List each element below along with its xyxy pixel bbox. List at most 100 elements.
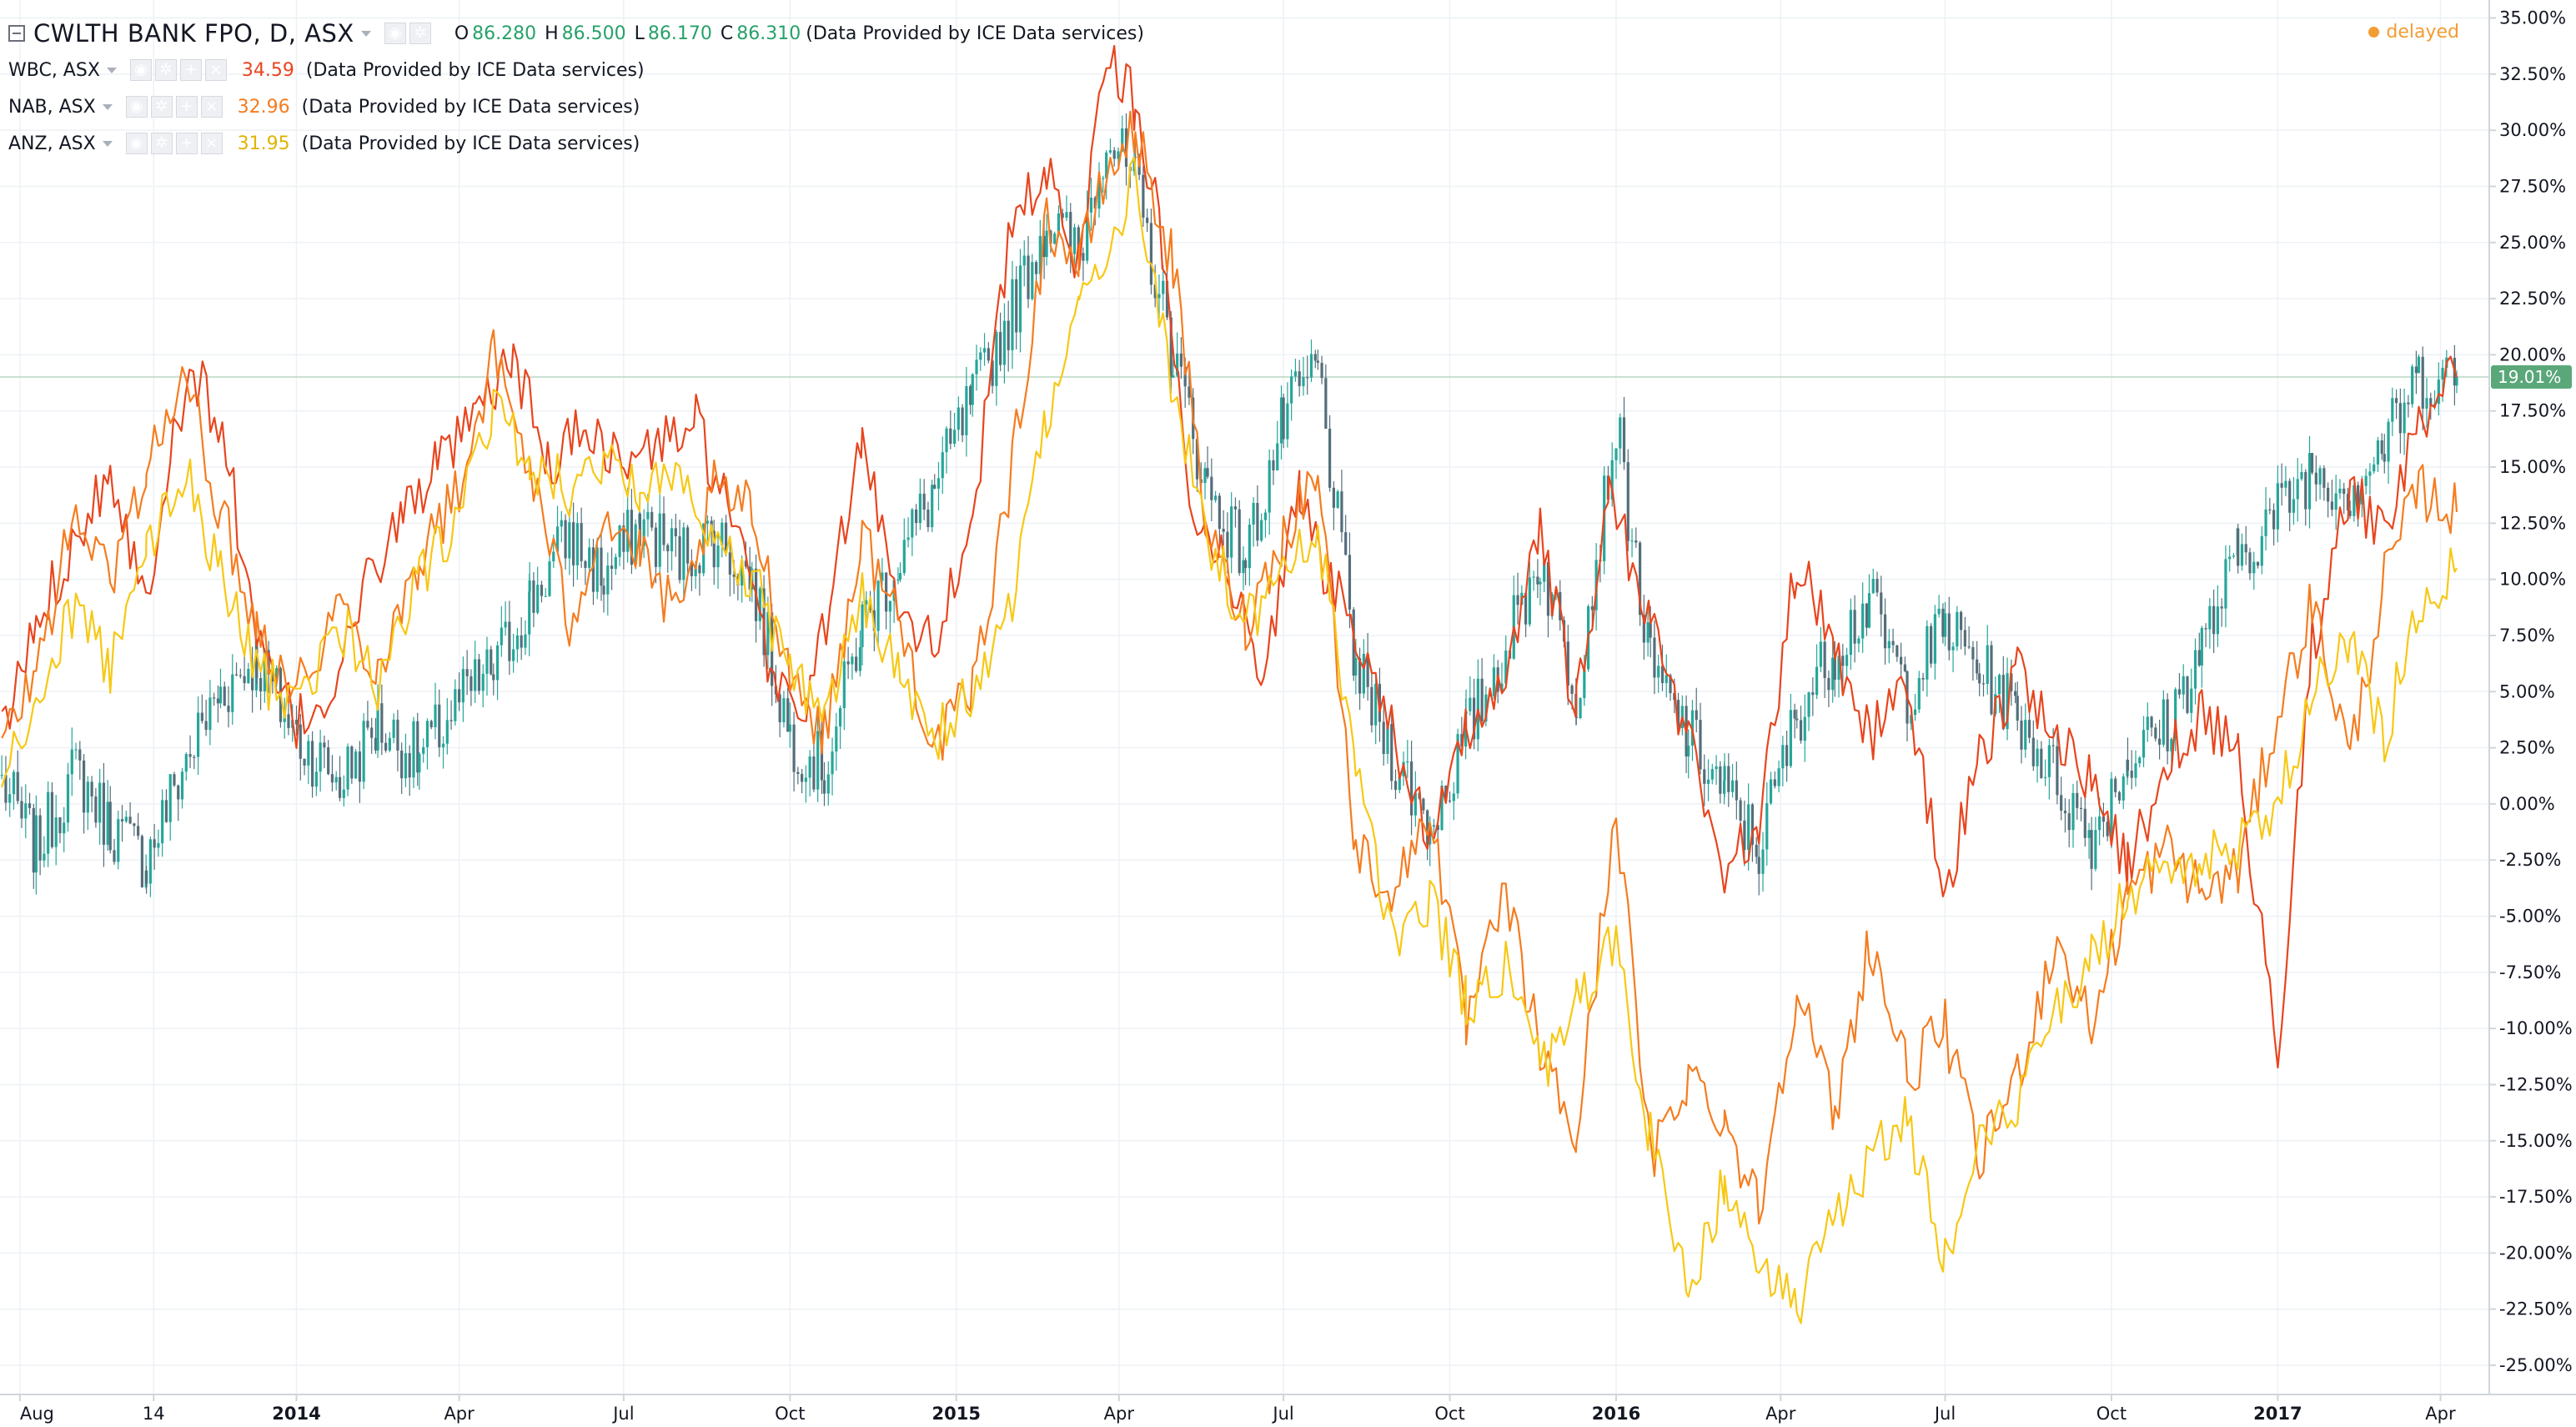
candle [979, 347, 982, 371]
compare-symbol[interactable]: NAB, ASX [8, 96, 96, 118]
candle [2208, 597, 2212, 649]
candle [1243, 557, 1248, 585]
compare-symbol[interactable]: ANZ, ASX [8, 133, 96, 154]
candle [1370, 669, 1373, 733]
candle [2391, 387, 2394, 436]
compare-legend-anz[interactable]: ANZ, ASX ◉ ✲ + × 31.95 (Data Provided by… [8, 125, 1144, 162]
candle [34, 795, 38, 895]
candle [1082, 247, 1085, 281]
gear-icon[interactable]: ✲ [150, 96, 173, 118]
candle [43, 836, 46, 867]
eye-icon[interactable]: ◉ [125, 133, 148, 154]
candle [835, 712, 838, 771]
candle [600, 532, 603, 601]
candle [721, 518, 724, 558]
candle [200, 694, 203, 724]
candle [0, 755, 3, 780]
candle [2394, 389, 2398, 420]
gear-icon[interactable]: ✲ [150, 133, 173, 154]
main-series-title[interactable]: CWLTH BANK FPO, D, ASX [33, 19, 354, 48]
candle [429, 719, 433, 730]
candle [532, 572, 535, 627]
candle [1102, 175, 1105, 193]
candle [758, 586, 761, 631]
candle [2186, 676, 2189, 715]
candle [1841, 643, 1845, 688]
x-tick-label: Apr [2425, 1404, 2456, 1424]
eye-icon[interactable]: ◉ [125, 96, 148, 118]
chevron-down-icon[interactable] [360, 30, 371, 37]
chevron-down-icon[interactable] [102, 103, 113, 110]
candle [449, 700, 453, 730]
gear-icon[interactable]: ✲ [154, 59, 177, 81]
eye-icon[interactable]: ◉ [129, 59, 152, 81]
candle [969, 384, 972, 415]
candle [1230, 492, 1233, 574]
candle [2353, 483, 2356, 522]
eye-icon[interactable]: ◉ [384, 23, 406, 44]
gear-icon[interactable]: ✲ [409, 23, 431, 44]
candle [1272, 450, 1275, 485]
candle [1313, 349, 1317, 369]
candle [1799, 706, 1803, 744]
last-value-label: 19.01% [2491, 365, 2572, 389]
candle [826, 761, 830, 806]
plus-icon[interactable]: + [179, 59, 202, 81]
candle [392, 713, 395, 744]
candle [2398, 388, 2402, 454]
chevron-down-icon[interactable] [102, 140, 113, 147]
close-icon[interactable]: × [204, 59, 227, 81]
candle [1951, 641, 1955, 672]
candle [346, 743, 349, 796]
candle [2197, 632, 2201, 667]
compare-legend-nab[interactable]: NAB, ASX ◉ ✲ + × 32.96 (Data Provided by… [8, 88, 1144, 125]
candle [626, 487, 630, 563]
candle [1045, 214, 1048, 266]
series-line-wbc[interactable] [1, 44, 2458, 1069]
time-axis[interactable]: Aug 14 2014 Apr Jul Oct 2015 Apr Jul Oct 2016 Apr Ju… [0, 1394, 2576, 1424]
candle [2380, 433, 2383, 460]
candle [461, 656, 464, 722]
series-line-nab[interactable] [1, 110, 2458, 1225]
x-tick-label: 2016 [1592, 1404, 1640, 1424]
close-icon[interactable]: × [200, 133, 223, 154]
candle [1536, 559, 1539, 599]
candle [239, 668, 242, 679]
series-line-anz[interactable] [1, 156, 2458, 1324]
candle [650, 506, 654, 531]
candle [987, 342, 990, 364]
compare-symbol[interactable]: WBC, ASX [8, 59, 100, 81]
candle [858, 631, 862, 677]
collapse-icon[interactable] [8, 25, 25, 42]
candle [2001, 656, 2005, 731]
candle [1065, 195, 1068, 221]
price-axis[interactable]: 35.00% 32.50% 30.00% 27.50% 25.00% 22.50% 20.0… [2488, 0, 2573, 1394]
candle [2425, 378, 2428, 429]
candle [94, 787, 98, 828]
chevron-down-icon[interactable] [106, 67, 117, 73]
candle [1827, 670, 1830, 707]
candle [716, 534, 720, 589]
candle [2177, 673, 2182, 699]
candle [2260, 525, 2263, 575]
candle [4, 756, 8, 811]
candle [666, 543, 670, 573]
candle [2348, 500, 2352, 520]
candle [384, 733, 388, 753]
candle [1268, 449, 1271, 535]
candle [334, 771, 338, 791]
candle [2276, 465, 2279, 543]
y-tick-label: -5.00% [2499, 907, 2561, 927]
candle [90, 776, 93, 812]
candle [2076, 780, 2079, 820]
close-icon[interactable]: × [200, 96, 223, 118]
plus-icon[interactable]: + [175, 133, 198, 154]
candle [247, 662, 250, 684]
candle [2216, 585, 2220, 647]
compare-legend-wbc[interactable]: WBC, ASX ◉ ✲ + × 34.59 (Data Provided by… [8, 52, 1144, 88]
plus-icon[interactable]: + [175, 96, 198, 118]
main-series-legend[interactable]: CWLTH BANK FPO, D, ASX ◉ ✲ O 86.280 H 86.5… [8, 15, 1144, 52]
candle [1811, 677, 1815, 716]
candle [1390, 704, 1393, 790]
